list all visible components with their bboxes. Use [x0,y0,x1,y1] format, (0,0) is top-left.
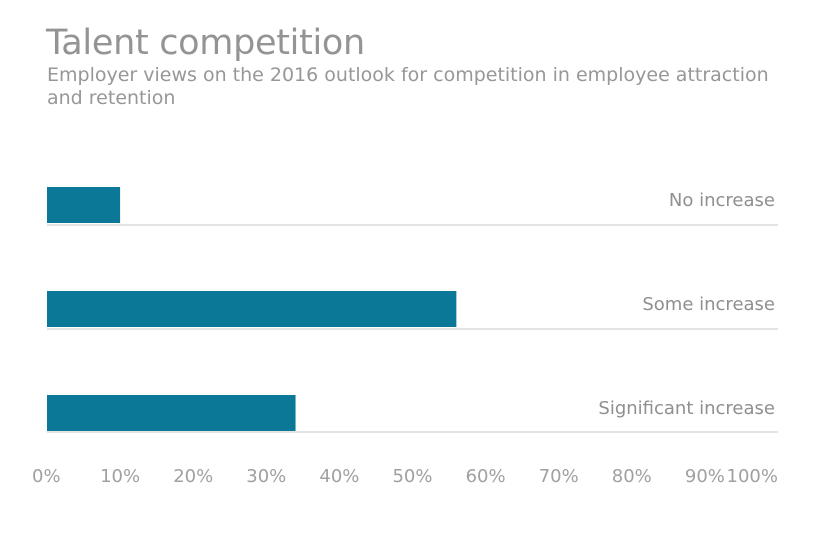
category-label-no-increase: No increase [669,190,775,211]
bar-some-increase[interactable] [47,291,457,327]
chart-subtitle: Employer views on the 2016 outlook for c… [47,64,769,109]
x-tick-label: 20% [173,466,213,487]
x-tick-label: 100% [727,466,778,487]
x-tick-label: 60% [466,466,506,487]
x-tick-label: 80% [612,466,652,487]
bar-significant-increase[interactable] [47,395,296,431]
x-tick-label: 90% [685,466,725,487]
x-tick-label: 40% [319,466,359,487]
category-label-significant-increase: Significant increase [598,398,775,419]
chart-title: Talent competition [46,23,365,63]
x-tick-label: 50% [392,466,432,487]
x-tick-label: 0% [32,466,61,487]
category-label-some-increase: Some increase [642,294,775,315]
bar-no-increase[interactable] [47,187,121,223]
x-tick-label: 10% [100,466,140,487]
x-tick-label: 70% [539,466,579,487]
x-tick-label: 30% [246,466,286,487]
